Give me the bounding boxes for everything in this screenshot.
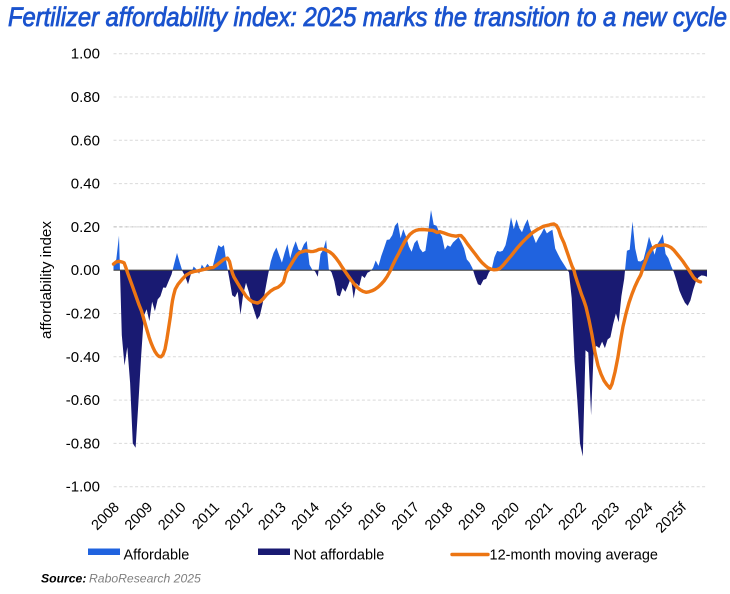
svg-text:-0.20: -0.20 <box>66 306 100 323</box>
svg-text:0.40: 0.40 <box>71 176 100 193</box>
svg-text:-0.80: -0.80 <box>66 435 100 452</box>
svg-text:Affordable: Affordable <box>124 548 190 564</box>
svg-text:-0.40: -0.40 <box>66 349 100 366</box>
svg-text:-0.60: -0.60 <box>66 392 100 409</box>
svg-text:0.80: 0.80 <box>71 89 100 106</box>
svg-text:Not affordable: Not affordable <box>294 548 385 564</box>
svg-text:0.20: 0.20 <box>71 219 100 236</box>
svg-text:-1.00: -1.00 <box>66 479 100 496</box>
svg-text:12-month moving average: 12-month moving average <box>490 548 658 564</box>
svg-text:1.00: 1.00 <box>71 46 100 63</box>
svg-text:0.00: 0.00 <box>71 262 100 279</box>
svg-text:Source:: Source: <box>41 572 86 586</box>
svg-text:Fertilizer affordability index: Fertilizer affordability index: 2025 mar… <box>8 2 727 32</box>
svg-text:RaboResearch 2025: RaboResearch 2025 <box>89 572 201 586</box>
svg-text:0.60: 0.60 <box>71 132 100 149</box>
svg-text:affordability index: affordability index <box>38 221 55 339</box>
